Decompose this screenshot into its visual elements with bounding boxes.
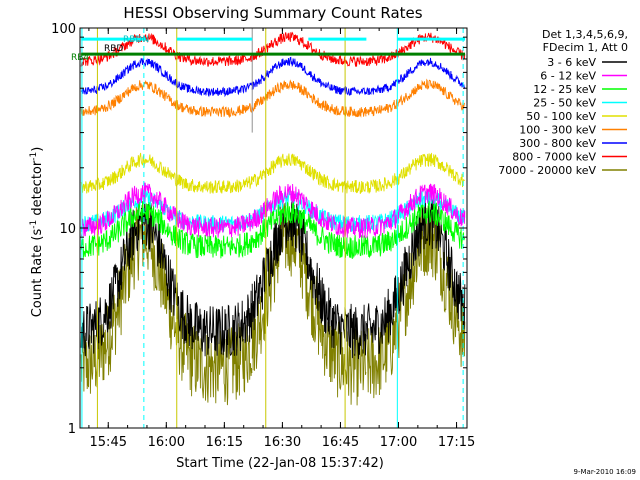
legend-label: 300 - 800 keV [519,137,596,150]
legend-label: 3 - 6 keV [547,56,596,69]
series-6-12-kev-segment-3 [251,183,309,229]
legend-item-7000-20000-kev: 7000 - 20000 keV [498,164,627,177]
series-50-100-kev-segment-4 [307,165,367,194]
legend-title-line-2: FDecim 1, Att 0 [543,41,628,54]
bar-label-rbd: RBD [104,44,123,54]
series-12-25-kev-segment-2 [176,229,253,259]
series-12-25-kev-segment-5 [365,201,466,259]
series-100-300-kev-segment-3 [251,79,309,112]
legend-label: 25 - 50 keV [533,97,596,110]
bar-label-rbdn: RBDN [123,35,149,45]
series-100-300-kev-segment-1 [80,80,177,116]
legend-label: 7000 - 20000 keV [498,164,596,177]
series-12-25-kev-segment-3 [251,201,309,249]
series-3-6-kev-segment-4 [307,256,367,360]
series-300-800-kev-segment-3 [251,56,309,90]
legend-label: 50 - 100 keV [526,110,596,123]
series-12-25-kev [80,200,466,259]
legend-item-12-25-kev: 12 - 25 keV [533,83,627,96]
series-12-25-kev-segment-4 [307,213,367,259]
y-tick-label-3: 100 [51,22,76,37]
series-800-7000-kev-segment-5 [365,32,466,66]
footer-date: 9-Mar-2010 16:09 [574,468,636,476]
series-50-100-kev-segment-3 [251,153,309,188]
series-800-7000-kev-segment-3 [251,31,309,62]
series-50-100-kev-segment-5 [365,152,466,194]
series-300-800-kev-segment-5 [365,57,466,96]
series-300-800-kev-segment-2 [176,80,253,98]
legend-label: 800 - 7000 keV [512,151,596,164]
series-6-12-kev-segment-5 [366,183,466,239]
x-tick-label-7: 17:15 [438,435,475,450]
bar-label-rb4: RB4 [71,53,89,63]
series-3-6-kev-segment-5 [365,193,466,355]
legend-label: 6 - 12 keV [540,70,596,83]
legend-label: 100 - 300 keV [519,124,596,137]
legend-item-3-6-kev: 3 - 6 keV [547,56,627,69]
x-tick-label-4: 16:30 [264,435,301,450]
series-300-800-kev-segment-1 [80,57,177,96]
legend-item-100-300-kev: 100 - 300 keV [519,124,627,137]
series-100-300-kev-segment-5 [365,78,465,117]
series-100-300-kev-segment-2 [176,100,253,119]
series-50-100-kev [80,152,466,194]
legend-item-6-12-kev: 6 - 12 keV [540,70,627,83]
legend-label: 12 - 25 keV [533,83,596,96]
chart-title: HESSI Observing Summary Count Rates [123,4,422,22]
x-tick-label-6: 17:00 [380,435,417,450]
x-tick-label-3: 16:15 [206,435,243,450]
x-tick-label-1: 15:45 [90,435,127,450]
legend-item-800-7000-kev: 800 - 7000 keV [512,151,627,164]
series-300-800-kev-segment-4 [307,71,367,96]
series-100-300-kev [80,78,465,119]
x-tick-label-2: 16:00 [148,435,185,450]
y-axis-label: Count Rate (s-1 detector-1) [29,147,45,318]
series-6-12-kev-segment-4 [307,201,367,239]
series-7000-20000-kev-segment-2 [176,297,253,406]
legend-item-300-800-kev: 300 - 800 keV [519,137,627,150]
legend-item-50-100-kev: 50 - 100 keV [526,110,627,123]
x-tick-label-5: 16:45 [322,435,359,450]
series-100-300-kev-segment-4 [307,91,367,118]
legend-title-line-1: Det 1,3,4,5,6,9, [542,28,628,41]
series-3-6-kev-segment-2 [176,282,253,358]
y-tick-label-1: 1 [68,422,76,437]
series-7000-20000-kev-segment-4 [307,270,367,406]
y-tick-label-2: 10 [59,222,76,237]
series-50-100-kev-segment-1 [80,152,177,194]
series-50-100-kev-segment-2 [176,174,253,194]
series-6-12-kev-segment-2 [176,210,253,238]
x-axis-label: Start Time (22-Jan-08 15:37:42) [176,456,384,471]
legend-item-25-50-kev: 25 - 50 keV [533,97,627,110]
